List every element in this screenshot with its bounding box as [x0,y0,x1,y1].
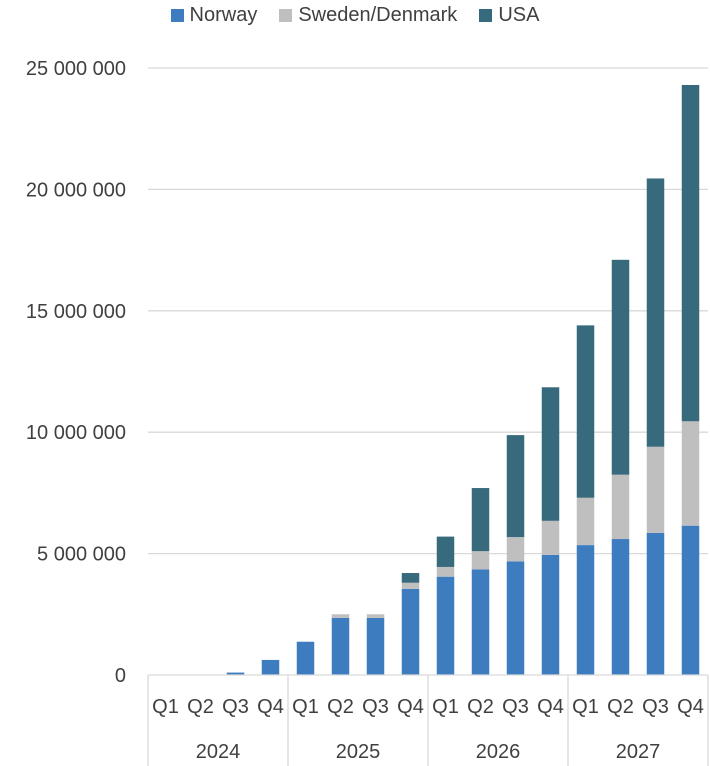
y-tick-label: 5 000 000 [37,544,126,566]
bar-segment-norway [436,576,455,675]
x-tick-label: Q1 [432,696,459,718]
bar-segment-usa [401,573,420,583]
bar-segment-sweden-denmark [471,551,490,570]
x-tick-label: Q2 [467,696,494,718]
bar-segment-usa [541,387,560,521]
x-tick-label: Q1 [292,696,319,718]
bar-segment-norway [506,561,525,675]
x-tick-label: Q3 [222,696,249,718]
bar-segment-sweden-denmark [331,614,350,618]
legend-swatch-usa [479,9,493,22]
legend-swatch-sweden-denmark [279,9,293,22]
x-tick-label: Q3 [362,696,389,718]
legend-swatch-norway [170,9,184,22]
y-tick-label: 20 000 000 [26,179,126,201]
legend-label-usa: USA [498,4,540,26]
bar-segment-sweden-denmark [611,474,630,540]
bar-segment-norway [611,539,630,675]
bars [226,84,700,675]
bar-segment-usa [681,84,700,422]
x-tick-label: Q3 [642,696,669,718]
bar-segment-sweden-denmark [541,520,560,555]
bar-segment-sweden-denmark [646,446,665,533]
bar-segment-sweden-denmark [436,566,455,577]
bar-segment-norway [541,554,560,675]
x-tick-label: Q4 [677,696,704,718]
bar-segment-usa [471,488,490,552]
bar-segment-sweden-denmark [681,421,700,526]
y-axis-tick-labels: 0 5 000 000 10 000 000 15 000 000 20 000 000… [26,58,126,687]
bar-segment-norway [366,617,385,675]
bar-segment-norway [296,641,315,675]
legend-item-sweden-denmark: Sweden/Denmark [279,4,457,27]
legend-label-sweden-denmark: Sweden/Denmark [298,4,458,26]
bar-segment-sweden-denmark [401,582,420,589]
x-tick-label: Q2 [327,696,354,718]
x-tick-label: Q4 [537,696,564,718]
x-group-label: 2027 [616,741,661,763]
bar-segment-sweden-denmark [366,614,385,618]
legend-item-norway: Norway [170,4,258,27]
bar-segment-norway [681,525,700,675]
x-axis: Q1 Q2 Q3 Q4 Q1 Q2 Q3 Q4 Q1 Q2 Q3 Q4 Q1 Q2 Q3 Q4 2024 2025… [147,674,709,766]
bar-segment-norway [401,588,420,675]
x-group-label: 2024 [196,741,241,763]
bar-segment-usa [611,259,630,475]
legend-item-usa: USA [479,4,539,27]
x-tick-label: Q4 [397,696,424,718]
x-tick-label: Q4 [257,696,284,718]
x-group-label: 2026 [476,741,521,763]
bar-segment-norway [226,672,245,675]
bar-segment-norway [646,532,665,675]
y-tick-label: 15 000 000 [26,301,126,323]
bar-segment-usa [576,325,595,498]
legend-label-norway: Norway [189,4,258,26]
bar-segment-usa [646,178,665,447]
bar-segment-sweden-denmark [576,497,595,546]
legend: Norway Sweden/Denmark USA [0,4,710,27]
bar-segment-usa [436,536,455,567]
bar-segment-norway [576,545,595,675]
bar-segment-norway [331,617,350,675]
bar-segment-norway [261,659,280,675]
y-tick-label: 0 [115,665,126,687]
x-tick-label: Q2 [607,696,634,718]
x-tick-label: Q3 [502,696,529,718]
bar-segment-usa [506,435,525,538]
bar-segment-norway [471,569,490,675]
x-tick-label: Q1 [152,696,179,718]
x-tick-label: Q1 [572,696,599,718]
x-group-label: 2025 [336,741,381,763]
y-tick-label: 10 000 000 [26,422,126,444]
x-tick-label: Q2 [187,696,214,718]
y-tick-label: 25 000 000 [26,58,126,80]
bar-segment-sweden-denmark [506,537,525,562]
